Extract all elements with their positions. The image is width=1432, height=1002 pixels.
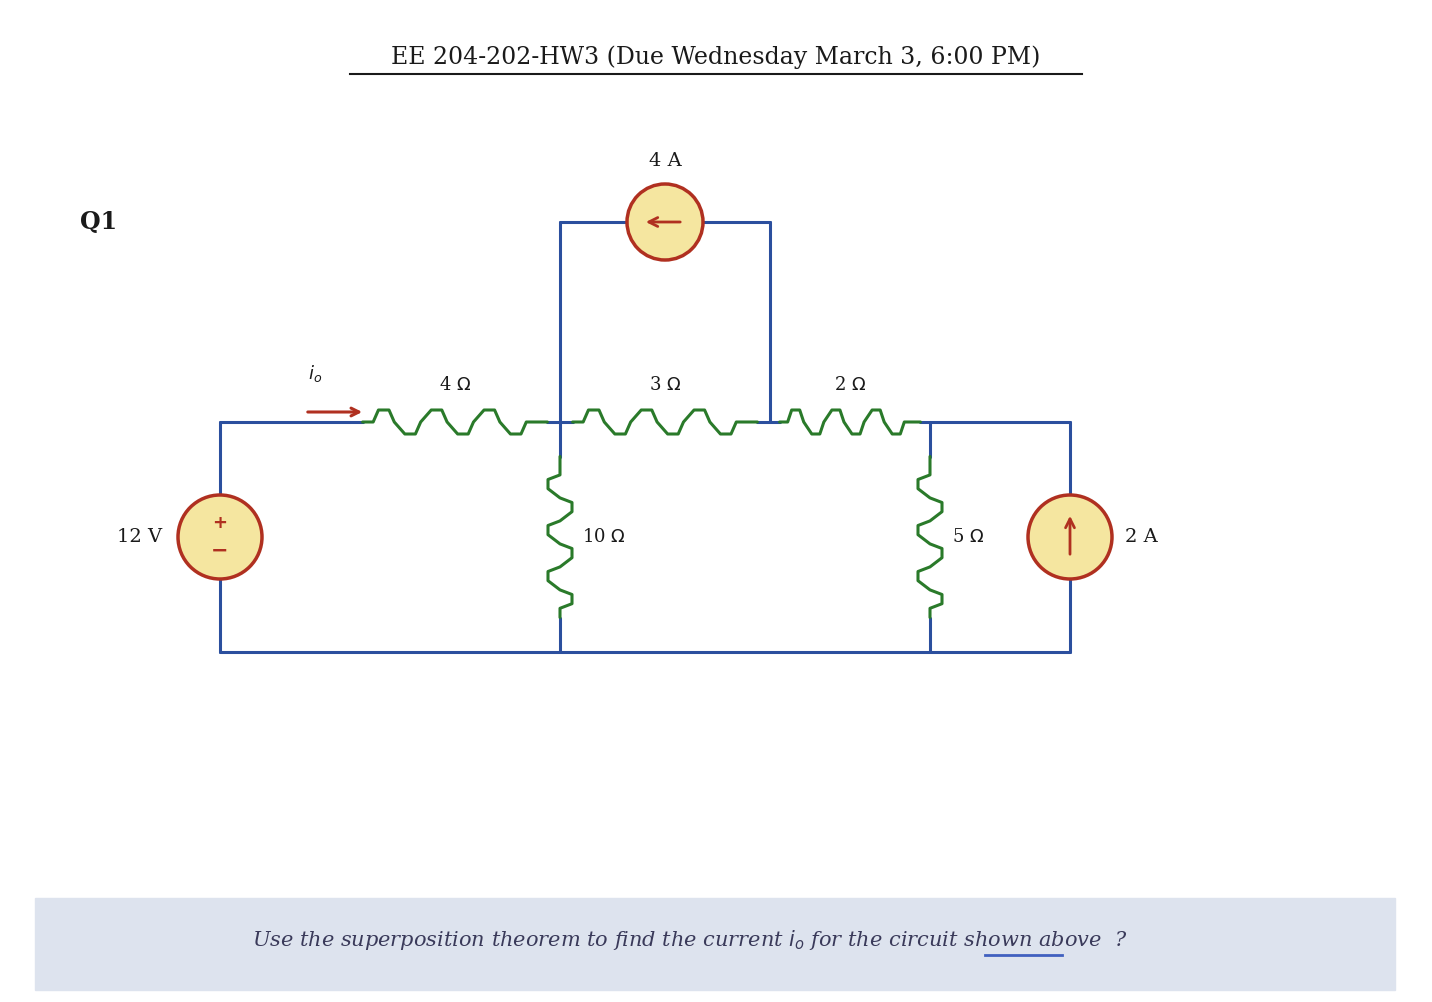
- Text: 3 $\Omega$: 3 $\Omega$: [649, 376, 682, 394]
- Text: 2 A: 2 A: [1126, 528, 1157, 546]
- Text: −: −: [212, 541, 229, 561]
- Text: 2 $\Omega$: 2 $\Omega$: [833, 376, 866, 394]
- Text: 10 $\Omega$: 10 $\Omega$: [581, 528, 626, 546]
- Text: 5 $\Omega$: 5 $\Omega$: [952, 528, 984, 546]
- Text: EE 204-202-HW3 (Due Wednesday March 3, 6:00 PM): EE 204-202-HW3 (Due Wednesday March 3, 6…: [391, 45, 1041, 69]
- Text: 4 A: 4 A: [649, 152, 682, 170]
- Circle shape: [178, 495, 262, 579]
- Text: Q1: Q1: [80, 210, 117, 234]
- FancyBboxPatch shape: [34, 898, 1395, 990]
- Text: $i_o$: $i_o$: [308, 363, 322, 384]
- Text: +: +: [212, 514, 228, 532]
- Circle shape: [1028, 495, 1113, 579]
- Circle shape: [627, 184, 703, 260]
- Text: 12 V: 12 V: [117, 528, 162, 546]
- Text: 4 $\Omega$: 4 $\Omega$: [440, 376, 471, 394]
- Text: Use the superposition theorem to find the current $i_o$ for the circuit shown ab: Use the superposition theorem to find th…: [252, 928, 1127, 952]
